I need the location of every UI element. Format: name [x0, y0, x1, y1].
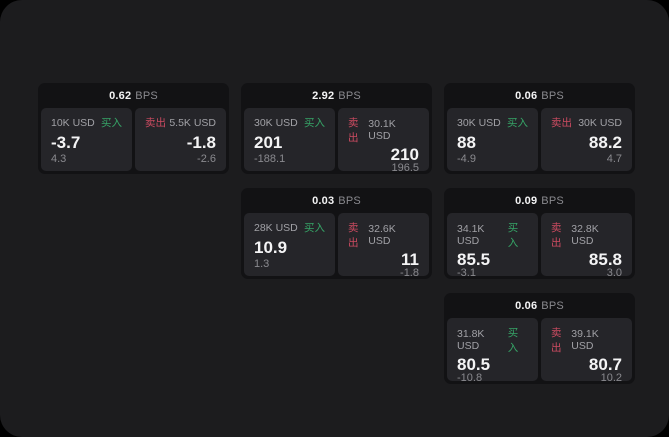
quote-card: 0.09 BPS 34.1K USD 买入 85.5 -3.1 卖出 32.8K …: [444, 188, 635, 279]
buy-price: 10.9: [254, 238, 288, 257]
buy-size-label: 10K USD: [51, 116, 95, 129]
sell-delta: 196.5: [391, 162, 419, 174]
buy-delta: -3.1: [457, 267, 476, 279]
quote-card: 0.06 BPS 31.8K USD 买入 80.5 -10.8 卖出 39.1K…: [444, 293, 635, 384]
buy-price: 201: [254, 133, 283, 152]
sell-size-label: 5.5K USD: [169, 116, 216, 129]
buy-size-label: 30K USD: [457, 116, 501, 129]
buy-size-label: 31.8K USD: [457, 328, 485, 352]
sell-quote-panel[interactable]: 卖出 30.1K USD 210 196.5: [338, 108, 429, 174]
bps-unit: BPS: [135, 90, 158, 102]
buy-delta: -188.1: [254, 153, 286, 165]
sell-tag: 卖出: [348, 222, 359, 249]
bps-unit: BPS: [541, 195, 564, 207]
sell-quote-panel[interactable]: 卖出 32.6K USD 11 -1.8: [338, 213, 429, 279]
sell-size-label: 32.6K USD: [368, 223, 396, 247]
sell-price: -1.8: [186, 133, 216, 152]
buy-size-label: 28K USD: [254, 221, 298, 234]
buy-quote-panel[interactable]: 34.1K USD 买入 85.5 -3.1: [447, 213, 538, 279]
sell-tag: 卖出: [551, 222, 562, 249]
bps-value: 2.92: [312, 90, 335, 102]
sell-size-label: 30.1K USD: [368, 118, 396, 142]
bps-unit: BPS: [541, 90, 564, 102]
bps-value: 0.62: [109, 90, 132, 102]
buy-tag: 买入: [304, 117, 325, 129]
buy-tag: 买入: [304, 222, 325, 234]
quote-card: 0.03 BPS 28K USD 买入 10.9 1.3 卖出 32.6K USD…: [241, 188, 432, 279]
sell-delta: 10.2: [600, 372, 622, 384]
buy-size-label: 34.1K USD: [457, 223, 485, 247]
bps-value: 0.09: [515, 195, 538, 207]
bps-unit: BPS: [338, 90, 361, 102]
sell-delta: -2.6: [197, 153, 216, 165]
sell-price: 210: [390, 145, 419, 164]
sell-delta: -1.8: [400, 267, 419, 279]
buy-tag: 买入: [507, 327, 519, 354]
sell-delta: 3.0: [606, 267, 622, 279]
bps-header: 0.03 BPS: [244, 191, 429, 211]
buy-quote-panel[interactable]: 31.8K USD 买入 80.5 -10.8: [447, 318, 538, 384]
buy-price: 88: [457, 133, 476, 152]
bps-header: 0.09 BPS: [447, 191, 632, 211]
bps-value: 0.06: [515, 90, 538, 102]
bps-header: 2.92 BPS: [244, 86, 429, 106]
buy-price: -3.7: [51, 133, 81, 152]
buy-delta: 4.3: [51, 153, 67, 165]
bps-unit: BPS: [541, 300, 564, 312]
sell-tag: 卖出: [145, 117, 166, 129]
buy-tag: 买入: [101, 117, 122, 129]
buy-quote-panel[interactable]: 30K USD 买入 201 -188.1: [244, 108, 335, 171]
buy-tag: 买入: [507, 222, 519, 249]
sell-price: 88.2: [588, 133, 622, 152]
buy-price: 85.5: [457, 250, 491, 269]
buy-delta: 1.3: [254, 258, 270, 270]
sell-tag: 卖出: [551, 117, 572, 129]
sell-size-label: 30K USD: [578, 116, 622, 129]
sell-tag: 卖出: [348, 117, 359, 144]
sell-size-label: 32.8K USD: [571, 223, 599, 247]
sell-delta: 4.7: [606, 153, 622, 165]
sell-quote-panel[interactable]: 卖出 5.5K USD -1.8 -2.6: [135, 108, 226, 171]
sell-price: 80.7: [588, 355, 622, 374]
bps-header: 0.06 BPS: [447, 86, 632, 106]
sell-price: 85.8: [588, 250, 622, 269]
quote-card: 0.06 BPS 30K USD 买入 88 -4.9 卖出 30K USD 88…: [444, 83, 635, 174]
sell-size-label: 39.1K USD: [571, 328, 599, 352]
bps-header: 0.62 BPS: [41, 86, 226, 106]
bps-header: 0.06 BPS: [447, 296, 632, 316]
buy-quote-panel[interactable]: 10K USD 买入 -3.7 4.3: [41, 108, 132, 171]
buy-delta: -10.8: [457, 372, 483, 384]
bps-value: 0.03: [312, 195, 335, 207]
buy-size-label: 30K USD: [254, 116, 298, 129]
quote-card: 0.62 BPS 10K USD 买入 -3.7 4.3 卖出 5.5K USD …: [38, 83, 229, 174]
bps-unit: BPS: [338, 195, 361, 207]
buy-quote-panel[interactable]: 28K USD 买入 10.9 1.3: [244, 213, 335, 276]
buy-price: 80.5: [457, 355, 491, 374]
sell-quote-panel[interactable]: 卖出 32.8K USD 85.8 3.0: [541, 213, 632, 279]
quote-card: 2.92 BPS 30K USD 买入 201 -188.1 卖出 30.1K U…: [241, 83, 432, 174]
buy-delta: -4.9: [457, 153, 476, 165]
bps-value: 0.06: [515, 300, 538, 312]
sell-quote-panel[interactable]: 卖出 30K USD 88.2 4.7: [541, 108, 632, 171]
sell-price: 11: [401, 250, 419, 269]
buy-quote-panel[interactable]: 30K USD 买入 88 -4.9: [447, 108, 538, 171]
buy-tag: 买入: [507, 117, 528, 129]
sell-tag: 卖出: [551, 327, 562, 354]
sell-quote-panel[interactable]: 卖出 39.1K USD 80.7 10.2: [541, 318, 632, 384]
